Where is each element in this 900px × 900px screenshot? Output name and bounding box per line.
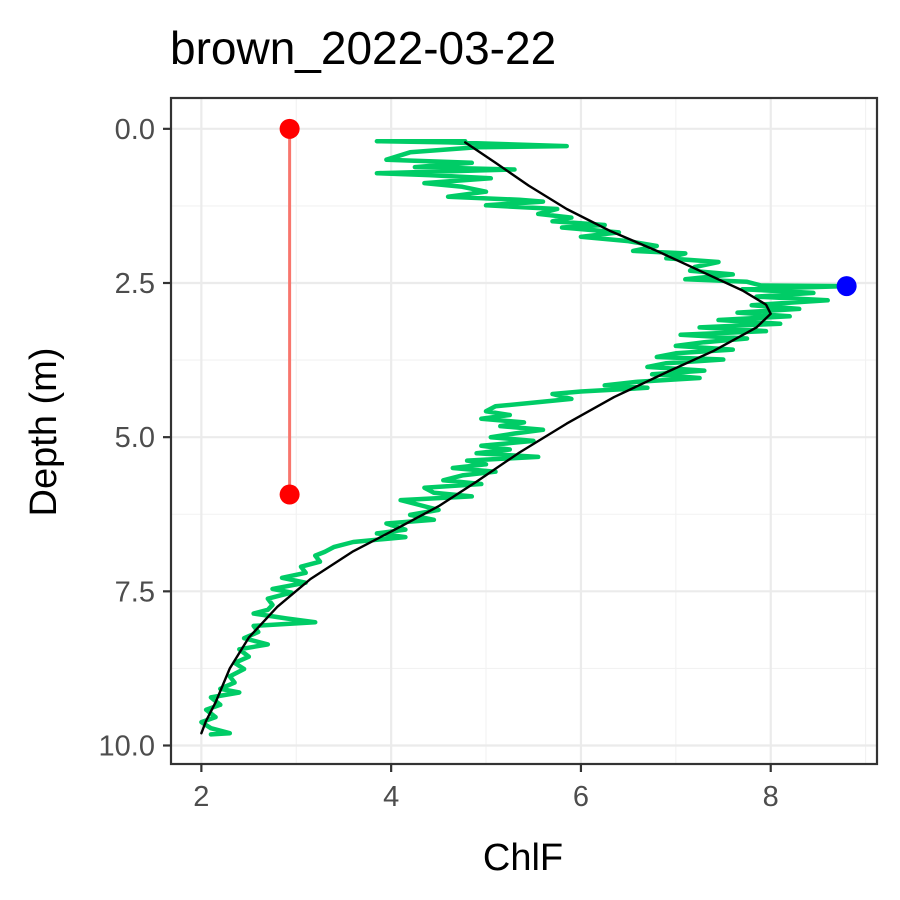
y-tick-label: 7.5 xyxy=(115,576,155,608)
panel-border xyxy=(169,96,879,766)
y-tick-label: 2.5 xyxy=(115,268,155,300)
plot-layer: 2 4 6 8 0.0 2.5 5.0 7.5 10.0 xyxy=(99,96,879,813)
chlf-profile-line xyxy=(199,138,849,737)
x-tick-label: 4 xyxy=(383,781,399,813)
range-start-point xyxy=(279,118,300,139)
x-tick-label: 2 xyxy=(193,781,209,813)
fitted-curve-line xyxy=(200,141,772,735)
y-tick-label: 10.0 xyxy=(99,731,155,763)
range-end-point xyxy=(279,484,300,505)
peak-point xyxy=(836,276,857,297)
y-tick-label: 5.0 xyxy=(115,422,155,454)
x-tick-label: 8 xyxy=(763,781,779,813)
y-tick-label: 0.0 xyxy=(115,114,155,146)
x-tick-label: 6 xyxy=(573,781,589,813)
y-axis-title: Depth (m) xyxy=(23,348,65,517)
x-axis-title: ChlF xyxy=(483,837,563,879)
chart-title: brown_2022-03-22 xyxy=(170,22,556,74)
